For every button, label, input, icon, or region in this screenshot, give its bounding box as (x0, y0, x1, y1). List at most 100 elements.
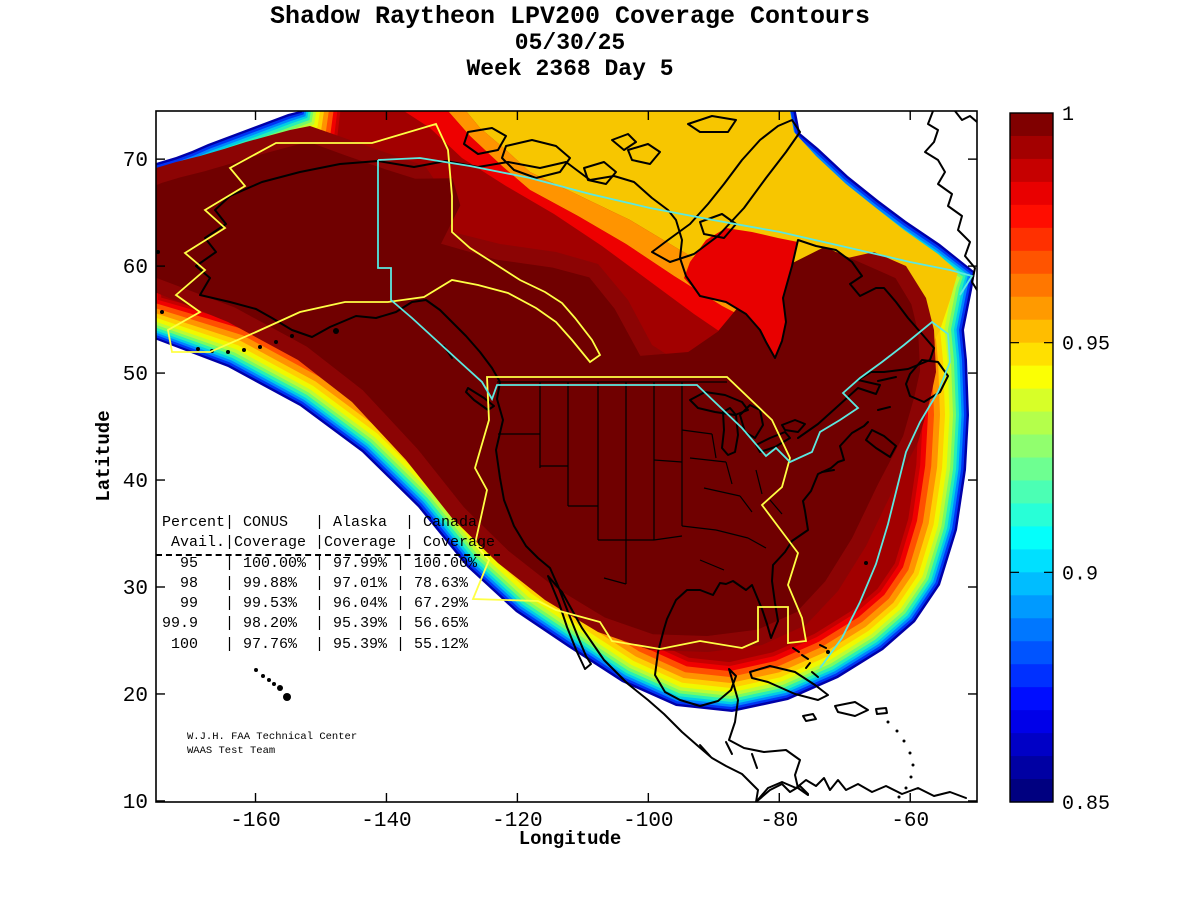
coastline-path (924, 111, 977, 291)
coverage-table: Percent| CONUS | Alaska | Canada Avail.|… (162, 514, 496, 653)
coastline-path (195, 160, 809, 802)
state-border (689, 457, 727, 463)
state-borders (497, 381, 783, 585)
y-tick-label: 40 (123, 471, 148, 494)
state-border (711, 433, 717, 459)
colorbar-step (1010, 135, 1053, 160)
island-dot (908, 751, 912, 755)
colorbar-step (1010, 618, 1053, 642)
island-dot (242, 348, 246, 352)
colorbar (1009, 112, 1054, 803)
island-dot (826, 650, 830, 654)
y-tick-label: 70 (123, 150, 148, 173)
colorbar-step (1010, 733, 1053, 757)
colorbar-step (1010, 296, 1053, 321)
state-border (653, 535, 683, 541)
y-tick-label: 50 (123, 364, 148, 387)
coastline-path (954, 111, 977, 123)
alaska-service-boundary (166, 122, 602, 364)
colorbar-tick-label: 1 (1062, 104, 1074, 127)
colorbar-step (1010, 572, 1053, 596)
island-dots (156, 250, 915, 799)
island-dot (274, 340, 278, 344)
colorbar-frame (1009, 112, 1054, 803)
x-tick-label: -120 (492, 810, 542, 833)
state-border (755, 469, 763, 495)
colorbar-step (1010, 158, 1053, 183)
colorbar-step (1010, 664, 1053, 688)
x-tick-label: -60 (891, 810, 929, 833)
tick-labels: -160 -140 -120 -100 -80 -60 10 20 30 40 50 60 70 (123, 150, 929, 833)
title-date: 05/30/25 (514, 30, 626, 56)
colorbar-step (1010, 319, 1053, 344)
coastline-path (583, 161, 617, 185)
coastline-path (781, 419, 806, 433)
coastline-path (865, 429, 897, 458)
x-tick-label: -140 (361, 810, 411, 833)
coastline-path (834, 701, 869, 717)
page-title: Shadow Raytheon LPV200 Coverage Contours (269, 2, 871, 31)
coastline-path (819, 644, 827, 649)
colorbar-step (1010, 480, 1053, 505)
island-dot (290, 334, 294, 338)
coastline-path (801, 654, 809, 660)
coastline-path (755, 777, 967, 802)
x-tick-label: -80 (760, 810, 798, 833)
colorbar-labels: 1 0.95 0.9 0.85 (1062, 104, 1110, 816)
colorbar-step (1010, 250, 1053, 275)
canada-service-boundary-north (377, 157, 974, 296)
hudson-bay-zone (684, 228, 798, 358)
colorbar-step (1010, 113, 1053, 137)
colorbar-step (1010, 549, 1053, 573)
island-dot (902, 739, 906, 743)
colorbar-step (1010, 641, 1053, 665)
coastline-path (751, 753, 758, 769)
coastline-path (654, 421, 869, 796)
state-border (681, 429, 713, 435)
coastline-path (611, 133, 637, 151)
coastline-path (689, 391, 749, 416)
coastline-path (875, 707, 888, 715)
coastline-path (905, 359, 949, 403)
red-zone (378, 111, 928, 392)
island-dot (277, 685, 283, 691)
credit-text: W.J.H. FAA Technical Center WAAS Test Te… (187, 731, 358, 757)
island-dot (196, 347, 200, 351)
state-border (603, 577, 627, 585)
coastline-path (792, 647, 800, 653)
coastline-path (877, 406, 891, 411)
core-darkest-red (156, 142, 921, 636)
state-border (725, 461, 733, 485)
coastline-path (463, 127, 507, 155)
colorbar-step (1010, 687, 1053, 711)
island-dot (261, 674, 265, 678)
colorbar-step (1010, 388, 1053, 413)
colorbar-step (1010, 779, 1053, 803)
state-border (747, 537, 767, 549)
x-tick-label: -100 (623, 810, 673, 833)
coastline-path (377, 160, 935, 439)
island-dot (160, 310, 164, 314)
state-border (699, 559, 725, 571)
state-border (681, 525, 717, 531)
colorbar-step (1010, 273, 1053, 298)
colorbar-step (1010, 457, 1053, 482)
title-week-day: Week 2368 Day 5 (466, 56, 674, 82)
coastline-path (721, 407, 739, 456)
island-dot (254, 668, 258, 672)
coastline-path (501, 139, 571, 179)
island-dot (267, 678, 271, 682)
coastline-path (699, 213, 737, 239)
island-dot (226, 350, 230, 354)
island-dot (156, 250, 160, 254)
state-border (769, 499, 783, 515)
state-border (715, 529, 749, 539)
island-dot (909, 775, 913, 779)
island-dot (333, 328, 339, 334)
y-tick-label: 60 (123, 257, 148, 280)
colorbar-step (1010, 710, 1053, 734)
state-border (653, 459, 683, 463)
coastline-path (699, 744, 711, 757)
